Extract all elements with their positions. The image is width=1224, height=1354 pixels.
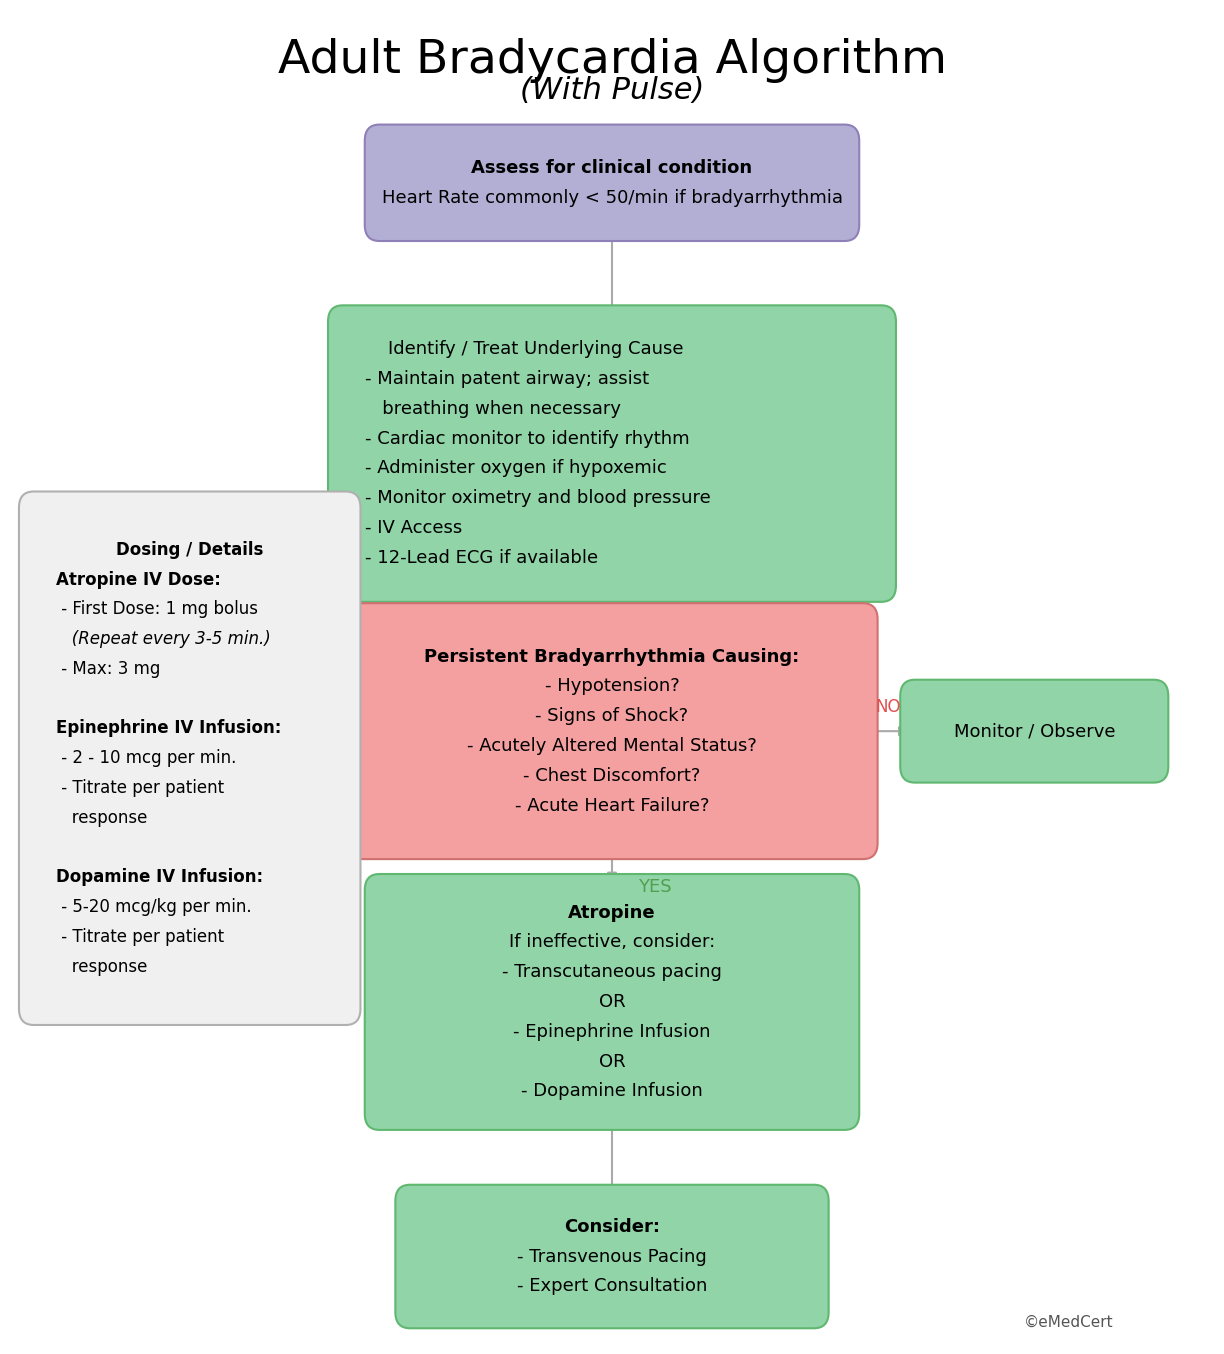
Text: - Signs of Shock?: - Signs of Shock? (535, 707, 689, 726)
Text: Monitor / Observe: Monitor / Observe (953, 722, 1115, 741)
Text: - First Dose: 1 mg bolus: - First Dose: 1 mg bolus (56, 600, 258, 619)
Text: - Titrate per patient: - Titrate per patient (56, 779, 224, 798)
Text: - Acute Heart Failure?: - Acute Heart Failure? (515, 796, 709, 815)
Text: - Hypotension?: - Hypotension? (545, 677, 679, 696)
Text: response: response (56, 957, 147, 976)
Text: OR: OR (599, 1052, 625, 1071)
Text: Persistent Bradyarrhythmia Causing:: Persistent Bradyarrhythmia Causing: (425, 647, 799, 666)
Text: - Cardiac monitor to identify rhythm: - Cardiac monitor to identify rhythm (365, 429, 689, 448)
Text: - Monitor oximetry and blood pressure: - Monitor oximetry and blood pressure (365, 489, 710, 508)
Text: Identify / Treat Underlying Cause: Identify / Treat Underlying Cause (365, 340, 683, 359)
Text: breathing when necessary: breathing when necessary (365, 399, 621, 418)
Text: If ineffective, consider:: If ineffective, consider: (509, 933, 715, 952)
Text: - Administer oxygen if hypoxemic: - Administer oxygen if hypoxemic (365, 459, 667, 478)
Text: - Maintain patent airway; assist: - Maintain patent airway; assist (365, 370, 649, 389)
Text: Dosing / Details: Dosing / Details (116, 540, 263, 559)
FancyBboxPatch shape (395, 1185, 829, 1328)
Text: - Transvenous Pacing: - Transvenous Pacing (517, 1247, 707, 1266)
Text: - Epinephrine Infusion: - Epinephrine Infusion (513, 1022, 711, 1041)
FancyBboxPatch shape (365, 875, 859, 1129)
Text: - Titrate per patient: - Titrate per patient (56, 927, 224, 946)
Text: Assess for clinical condition: Assess for clinical condition (471, 158, 753, 177)
Text: ©eMedCert: ©eMedCert (1024, 1315, 1114, 1330)
Text: (With Pulse): (With Pulse) (520, 76, 704, 106)
Text: - Dopamine Infusion: - Dopamine Infusion (521, 1082, 703, 1101)
FancyBboxPatch shape (328, 305, 896, 601)
FancyBboxPatch shape (346, 604, 878, 858)
Text: - Chest Discomfort?: - Chest Discomfort? (524, 766, 700, 785)
Text: - Transcutaneous pacing: - Transcutaneous pacing (502, 963, 722, 982)
Text: Atropine IV Dose:: Atropine IV Dose: (56, 570, 220, 589)
Text: NO: NO (875, 699, 901, 716)
Text: (Repeat every 3-5 min.): (Repeat every 3-5 min.) (56, 630, 271, 649)
Text: - Acutely Altered Mental Status?: - Acutely Altered Mental Status? (468, 737, 756, 756)
FancyBboxPatch shape (900, 680, 1168, 783)
Text: Heart Rate commonly < 50/min if bradyarrhythmia: Heart Rate commonly < 50/min if bradyarr… (382, 188, 842, 207)
Text: OR: OR (599, 992, 625, 1011)
Text: Epinephrine IV Infusion:: Epinephrine IV Infusion: (56, 719, 282, 738)
Text: Consider:: Consider: (564, 1217, 660, 1236)
FancyBboxPatch shape (18, 492, 361, 1025)
Text: - 12-Lead ECG if available: - 12-Lead ECG if available (365, 548, 597, 567)
Text: - 2 - 10 mcg per min.: - 2 - 10 mcg per min. (56, 749, 236, 768)
Text: - IV Access: - IV Access (365, 519, 461, 538)
FancyBboxPatch shape (365, 125, 859, 241)
Text: - 5-20 mcg/kg per min.: - 5-20 mcg/kg per min. (56, 898, 251, 917)
Text: YES: YES (638, 877, 672, 896)
Text: Dopamine IV Infusion:: Dopamine IV Infusion: (56, 868, 263, 887)
Text: - Expert Consultation: - Expert Consultation (517, 1277, 707, 1296)
Text: Atropine: Atropine (568, 903, 656, 922)
Text: response: response (56, 808, 147, 827)
Text: Adult Bradycardia Algorithm: Adult Bradycardia Algorithm (278, 38, 946, 84)
Text: - Max: 3 mg: - Max: 3 mg (56, 659, 160, 678)
